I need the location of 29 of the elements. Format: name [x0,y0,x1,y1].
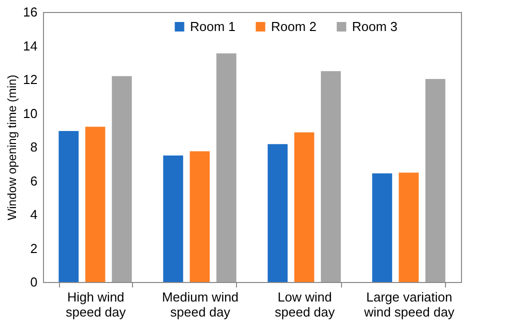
y-tick-label: 8 [30,140,38,154]
bar [216,53,236,282]
bar [320,71,341,282]
bar [85,126,106,282]
bar [294,132,314,282]
legend-label: Room 1 [190,18,236,34]
x-tick-label: Large variation wind speed day [363,290,455,320]
legend-label: Room 2 [271,18,317,34]
bar [112,76,132,282]
legend-label: Room 3 [352,18,398,34]
x-tick-label: Low wind speed day [274,290,336,320]
x-tick-label: Medium wind speed day [162,290,239,320]
x-tick-label: High wind speed day [66,290,126,320]
y-tick-label: 16 [23,4,38,20]
y-tick-label: 6 [30,173,38,188]
bar [425,78,446,282]
y-tick-label: 14 [23,38,38,54]
bar [190,151,210,282]
bar [268,144,288,282]
y-tick-label: 0 [30,274,38,290]
y-tick-label: 10 [23,106,38,121]
bar [58,130,79,282]
bar [372,173,392,282]
y-tick-label: 4 [30,207,38,222]
bar [398,172,419,282]
bar [163,155,184,282]
y-tick-label: 12 [23,72,38,87]
y-tick-label: 2 [30,240,38,256]
y-axis-title: Window opening time (min) [5,74,20,220]
